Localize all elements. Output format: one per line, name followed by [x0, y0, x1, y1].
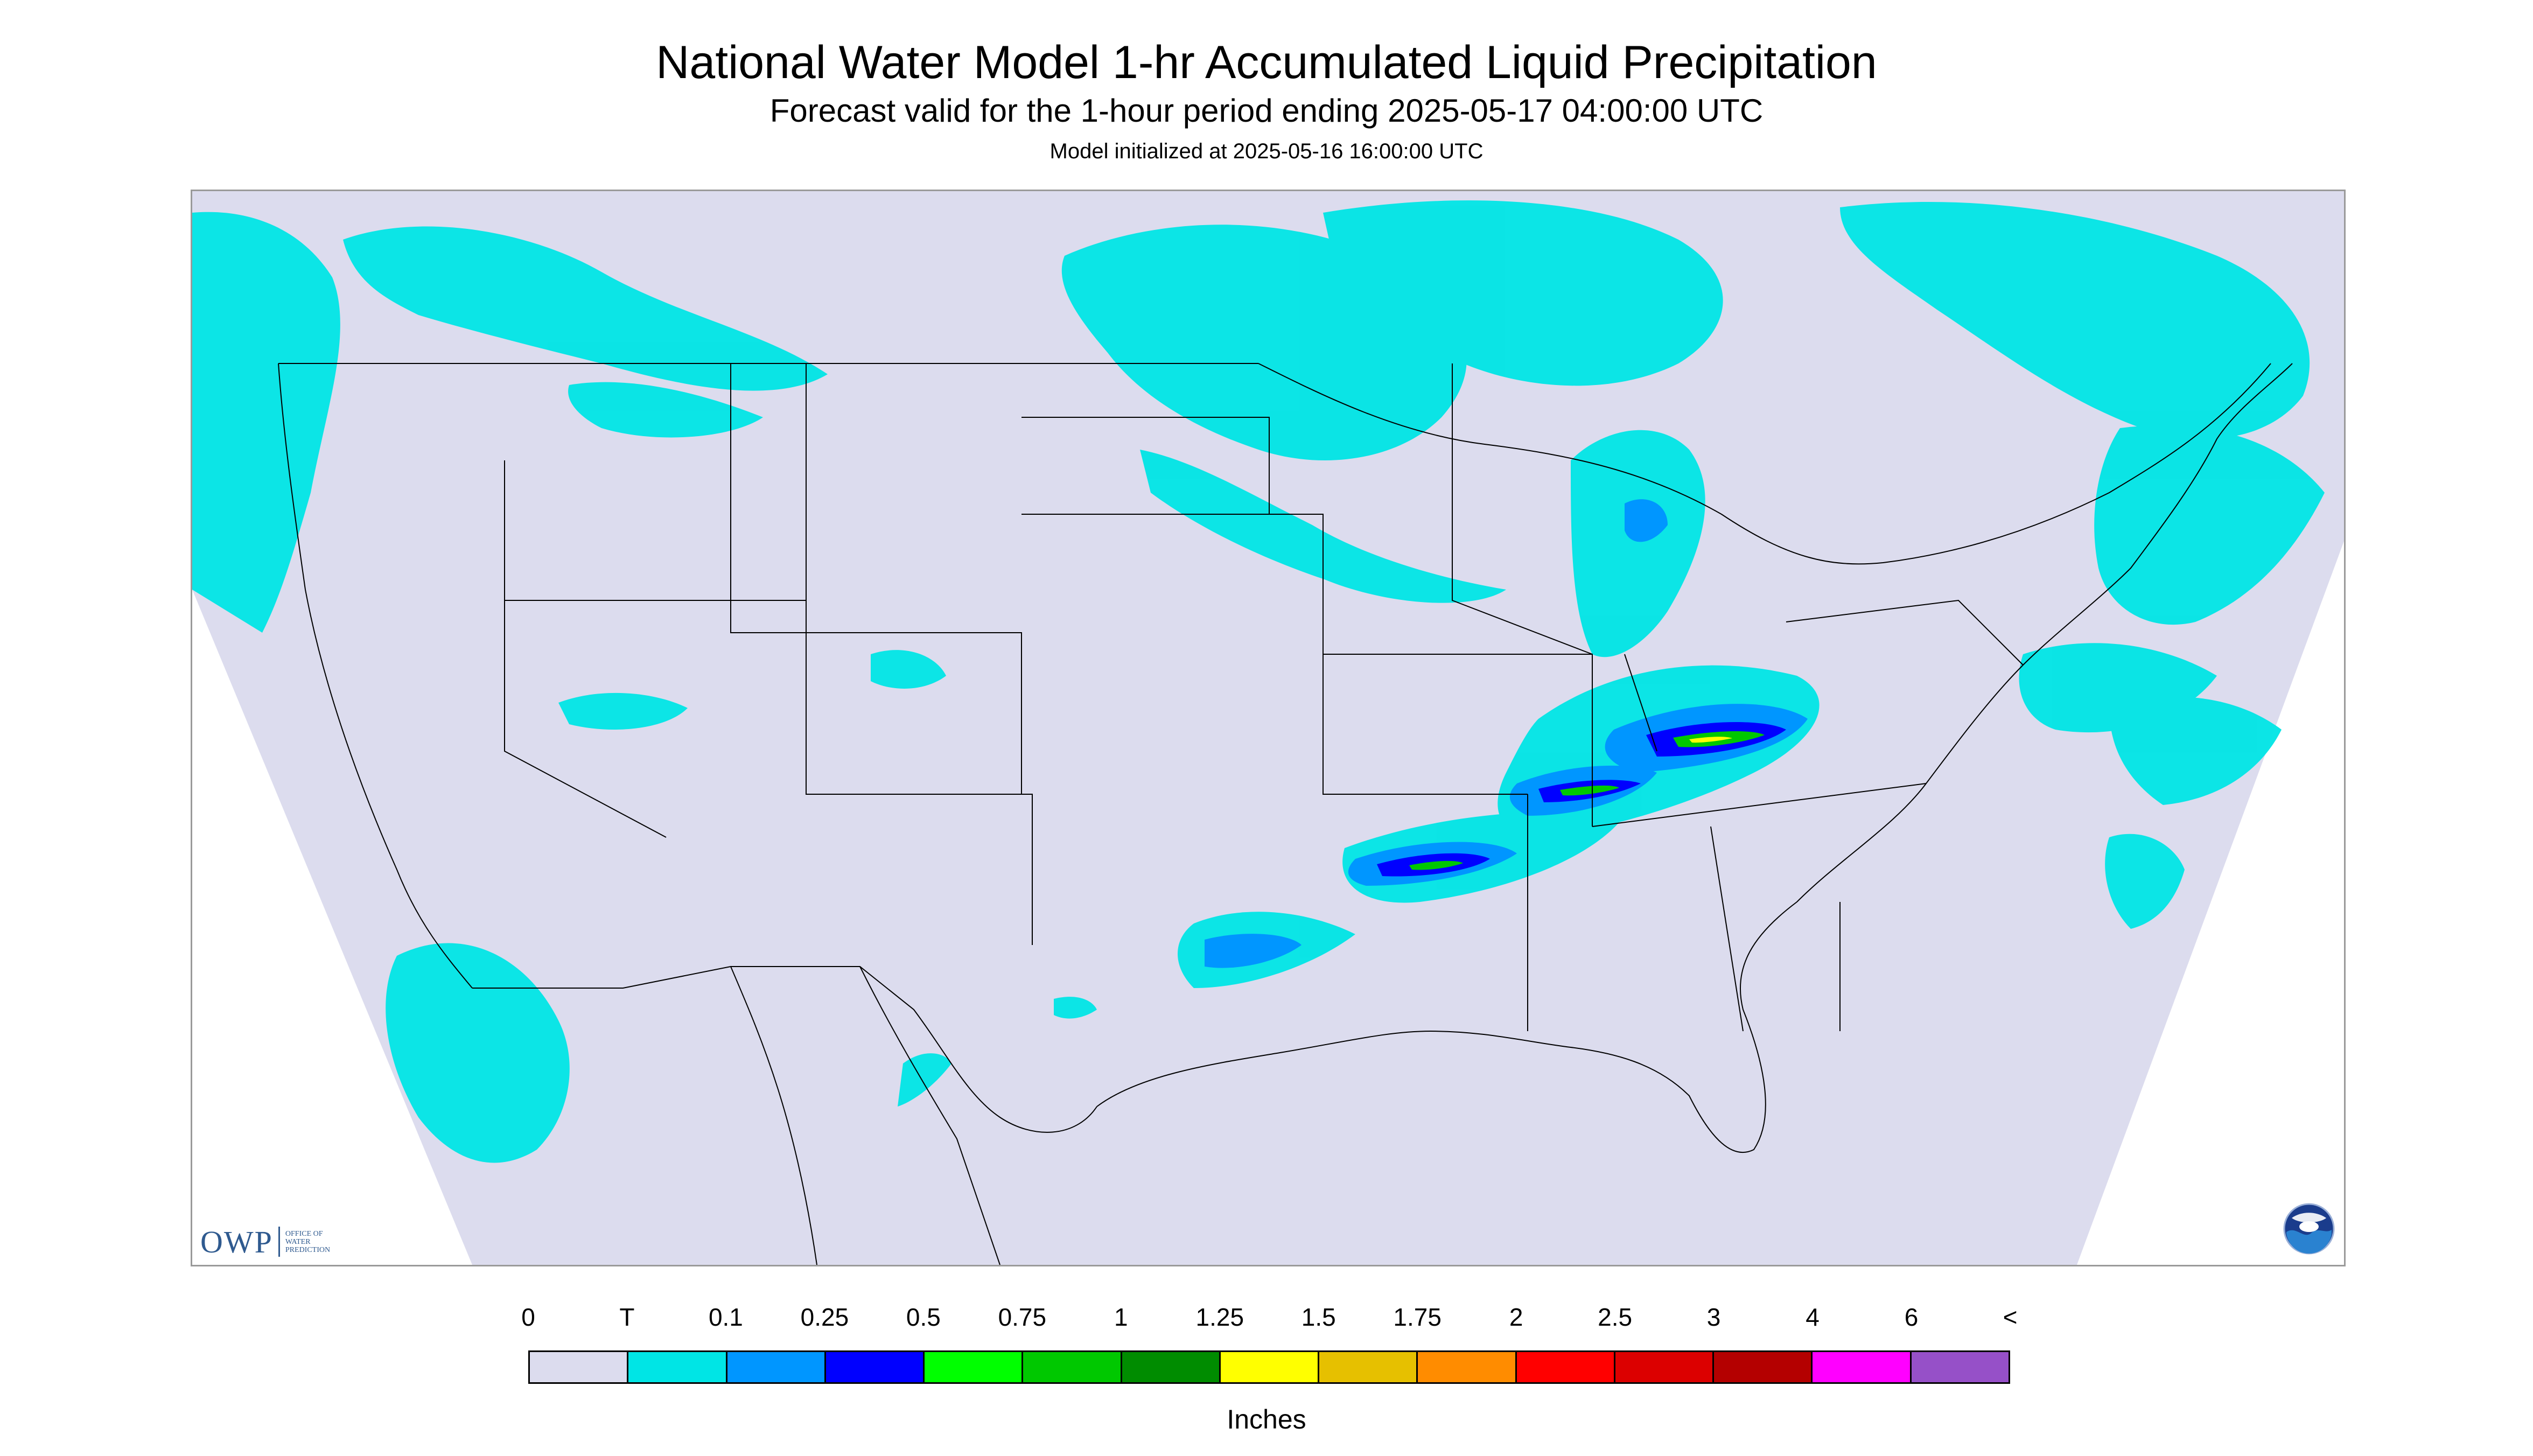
precip-moderate-areas [1205, 499, 1808, 968]
state-line-10 [1786, 599, 2024, 666]
map-title: National Water Model 1-hr Accumulated Li… [656, 37, 1877, 88]
northern-rockies-precip [343, 226, 828, 391]
forecast-valid-subtitle: Forecast valid for the 1-hour period end… [769, 93, 1764, 129]
state-line-1 [504, 460, 667, 838]
gulf-coast [1096, 901, 1797, 1153]
legend-swatch [1813, 1352, 1912, 1382]
legend-swatch [1714, 1352, 1813, 1382]
legend-tick-label: < [2003, 1303, 2018, 1331]
legend-swatch [727, 1352, 826, 1382]
legend-tick-label: 3 [1706, 1303, 1721, 1331]
ohio-band-yellow [1689, 737, 1732, 743]
owp-logo: OWP OFFICE OF WATER PREDICTION [200, 1224, 330, 1259]
precipitation-map-canvas [192, 191, 2344, 1265]
legend-swatch [1122, 1352, 1221, 1382]
legend-swatch [1615, 1352, 1715, 1382]
owp-logo-letters: OWP [200, 1224, 273, 1259]
legend-tick-label: 2 [1509, 1303, 1523, 1331]
legend-tick-label: 1.5 [1301, 1303, 1336, 1331]
state-line-9 [1624, 654, 1657, 752]
michigan-precip [1571, 430, 1705, 657]
mexico-state-line-1 [859, 966, 1000, 1265]
noaa-logo-icon [2283, 1203, 2335, 1255]
great-lakes-north-precip [1323, 200, 1723, 386]
legend-tick-label: 1.25 [1195, 1303, 1244, 1331]
legend-swatch [1516, 1352, 1615, 1382]
atlantic-coast [1796, 363, 2293, 902]
legend-labels: 0 T 0.1 0.25 0.5 0.75 1 1.25 1.5 1.75 2 2.5 3 4 6 < [0, 1302, 2533, 1334]
state-line-14 [1452, 363, 1593, 655]
texas-band-light-blue [1205, 934, 1302, 968]
legend-swatch [1220, 1352, 1320, 1382]
southern-california-precip [386, 943, 570, 1163]
state-line-5 [1021, 417, 1270, 514]
precip-trace-areas [192, 200, 2325, 1163]
legend-swatch [1911, 1352, 2009, 1382]
nevada-utah-precip [558, 692, 688, 730]
legend-tick-label: 4 [1806, 1303, 1820, 1331]
state-line-12 [1710, 826, 1744, 1032]
legend-swatch [1418, 1352, 1517, 1382]
quebec-maine-precip [1840, 202, 2310, 439]
legend-tick-label: 0.1 [708, 1303, 743, 1331]
mexico-state-line-2 [730, 966, 817, 1265]
state-line-3 [730, 363, 1022, 794]
owp-logo-subtext: OFFICE OF WATER PREDICTION [285, 1230, 330, 1254]
legend-tick-label: 1 [1114, 1303, 1128, 1331]
model-init-line: Model initialized at 2025-05-16 16:00:00… [1049, 139, 1484, 163]
legend-unit-label: Inches [1227, 1404, 1306, 1434]
state-line-8 [1592, 783, 1927, 827]
legend-swatch [825, 1352, 925, 1382]
political-boundaries [278, 363, 2293, 1265]
legend-tick-label: 0.5 [906, 1303, 941, 1331]
legend-swatch [925, 1352, 1024, 1382]
se-atlantic-offshore-precip [2105, 834, 2185, 929]
gulf-precip [1054, 997, 1097, 1019]
great-lakes-border [1258, 363, 2271, 565]
pacific-northwest-precip [192, 212, 340, 633]
state-line-2 [505, 600, 1033, 945]
mexico-streak-precip [898, 1053, 951, 1107]
legend-swatch [628, 1352, 727, 1382]
arkansas-band-green [1409, 860, 1463, 870]
michigan-light-blue [1625, 499, 1668, 542]
montana-plains-precip [568, 382, 763, 438]
colorado-speckle-precip [871, 650, 946, 689]
new-england-precip [2094, 425, 2325, 625]
precipitation-map [191, 190, 2346, 1266]
atlantic-offshore-precip [2109, 697, 2282, 805]
owp-logo-line-1: OFFICE OF [285, 1229, 323, 1238]
west-coast [278, 363, 473, 989]
owp-logo-line-3: PREDICTION [285, 1245, 331, 1254]
kentucky-band-green [1560, 785, 1619, 796]
legend-tick-label: 2.5 [1598, 1303, 1633, 1331]
owp-logo-divider [278, 1227, 280, 1257]
minnesota-band-precip [1140, 450, 1506, 603]
legend-swatch [1319, 1352, 1418, 1382]
legend-swatch [1023, 1352, 1122, 1382]
owp-logo-line-2: WATER [285, 1237, 311, 1246]
legend-swatch [530, 1352, 629, 1382]
us-mexico-border [472, 966, 1097, 1133]
legend-tick-label: 6 [1904, 1303, 1919, 1331]
legend-tick-label: 0.25 [800, 1303, 849, 1331]
legend-tick-label: 0 [521, 1303, 535, 1331]
legend-tick-label: 1.75 [1393, 1303, 1442, 1331]
legend-tick-label: 0.75 [998, 1303, 1047, 1331]
legend-color-bar [528, 1350, 2010, 1384]
legend-tick-label: T [619, 1303, 635, 1331]
